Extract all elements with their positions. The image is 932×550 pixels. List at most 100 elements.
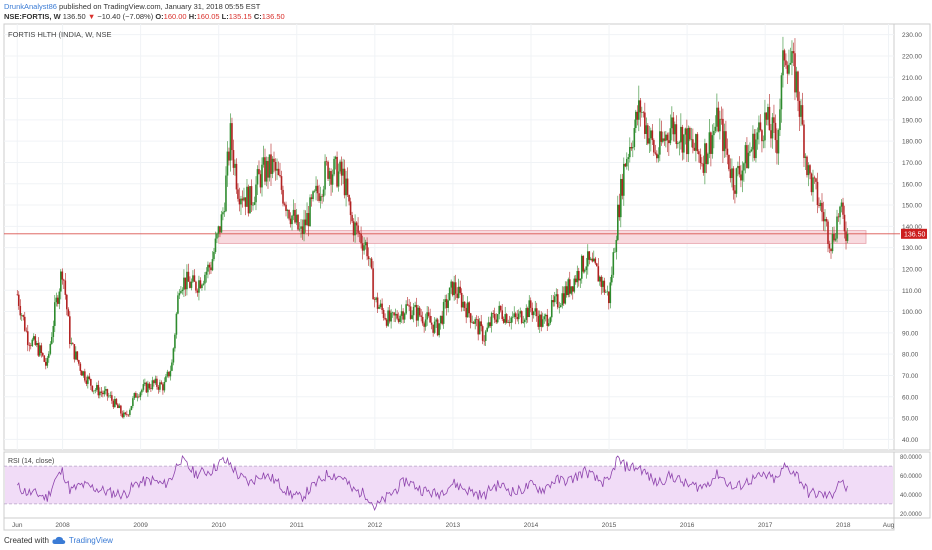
candle-up xyxy=(677,143,679,145)
open-label: O: xyxy=(155,12,164,21)
candle-down xyxy=(608,291,610,304)
candle-down xyxy=(653,140,655,153)
down-triangle-icon: ▼ xyxy=(87,12,96,21)
candle-down xyxy=(100,391,103,393)
candle-up xyxy=(519,311,522,314)
candle-up xyxy=(424,319,427,327)
candle-up xyxy=(487,322,490,328)
candle-up xyxy=(444,299,446,303)
candle-down xyxy=(85,380,88,384)
candle-down xyxy=(460,292,463,308)
candle-down xyxy=(267,160,269,178)
candle-up xyxy=(609,282,612,304)
candle-down xyxy=(776,140,778,154)
tradingview-brand[interactable]: TradingView xyxy=(68,535,113,545)
candle-up xyxy=(171,362,173,371)
candle-down xyxy=(603,280,606,293)
candle-up xyxy=(714,126,717,131)
candle-up xyxy=(522,322,525,323)
candle-up xyxy=(375,297,377,300)
price-tick-label: 200.00 xyxy=(902,96,922,103)
candle-down xyxy=(815,178,817,182)
price-tick-label: 190.00 xyxy=(902,117,922,124)
candle-down xyxy=(124,412,127,415)
candle-down xyxy=(69,316,71,344)
candle-down xyxy=(145,382,148,393)
candle-up xyxy=(133,393,136,399)
candle-down xyxy=(382,309,385,318)
price-tick-label: 70.00 xyxy=(902,373,919,380)
candle-down xyxy=(238,198,241,205)
candle-down xyxy=(289,218,292,225)
candle-up xyxy=(181,289,184,292)
candle-up xyxy=(789,62,792,65)
candle-up xyxy=(442,302,445,324)
candle-down xyxy=(837,216,840,218)
candle-up xyxy=(324,161,326,190)
rsi-pane[interactable]: 20.0000 40.0000 60.0000 80.0000 RSI (14, cl… xyxy=(3,451,931,519)
candle-down xyxy=(816,181,819,206)
time-axis[interactable]: Jun 2008 2009 2010 2011 2012 2013 2014 2015 2016 2… xyxy=(3,517,895,531)
candle-up xyxy=(755,139,757,159)
candle-down xyxy=(761,130,763,142)
candle-up xyxy=(172,348,175,363)
candle-down xyxy=(259,174,262,188)
candle-down xyxy=(477,319,479,335)
candle-down xyxy=(556,294,559,308)
candle-up xyxy=(178,293,181,296)
candle-up xyxy=(589,258,592,260)
candle-down xyxy=(702,163,705,173)
candle-up xyxy=(174,334,176,349)
candle-down xyxy=(828,243,831,249)
candle-down xyxy=(346,178,349,195)
candle-up xyxy=(20,315,23,316)
candle-up xyxy=(130,405,133,411)
candle-up xyxy=(579,278,582,281)
candle-down xyxy=(274,161,277,171)
candle-up xyxy=(49,343,52,354)
candle-down xyxy=(759,122,762,131)
candle-up xyxy=(680,126,682,143)
candle-up xyxy=(226,151,229,176)
candle-down xyxy=(531,307,534,316)
candle-up xyxy=(764,112,766,141)
candle-up xyxy=(586,251,589,267)
candle-up xyxy=(840,202,843,207)
candle-up xyxy=(31,339,34,346)
candle-down xyxy=(597,266,600,282)
candle-up xyxy=(223,211,226,213)
candle-up xyxy=(322,189,325,197)
candle-down xyxy=(343,168,346,196)
candle-up xyxy=(662,138,664,142)
candle-down xyxy=(738,165,741,175)
author-link[interactable]: DrunkAnalyst86 xyxy=(4,2,57,11)
price-tick-label: 110.00 xyxy=(902,288,922,295)
candle-down xyxy=(740,174,742,181)
candle-up xyxy=(276,168,278,171)
candle-down xyxy=(459,286,461,293)
candle-up xyxy=(447,300,449,308)
candle-down xyxy=(408,305,410,307)
candle-up xyxy=(484,331,487,341)
candle-up xyxy=(525,308,528,320)
candle-up xyxy=(217,226,220,234)
candle-down xyxy=(57,297,59,304)
candle-up xyxy=(490,313,493,326)
candle-down xyxy=(72,343,74,345)
rsi-axis[interactable] xyxy=(893,451,931,519)
candle-up xyxy=(836,216,838,239)
candle-down xyxy=(370,258,373,269)
candle-down xyxy=(501,310,504,319)
candle-down xyxy=(833,233,835,241)
candle-up xyxy=(175,313,178,335)
candle-up xyxy=(339,161,341,172)
candle-up xyxy=(831,233,834,252)
candle-up xyxy=(96,384,98,390)
candle-down xyxy=(465,307,467,318)
candle-down xyxy=(184,277,187,290)
candle-down xyxy=(821,202,823,213)
candle-down xyxy=(367,256,370,260)
price-pane[interactable]: 40.00 50.00 60.00 70.00 80.00 90.00 100.00 110.… xyxy=(3,23,931,451)
candle-up xyxy=(51,336,53,344)
